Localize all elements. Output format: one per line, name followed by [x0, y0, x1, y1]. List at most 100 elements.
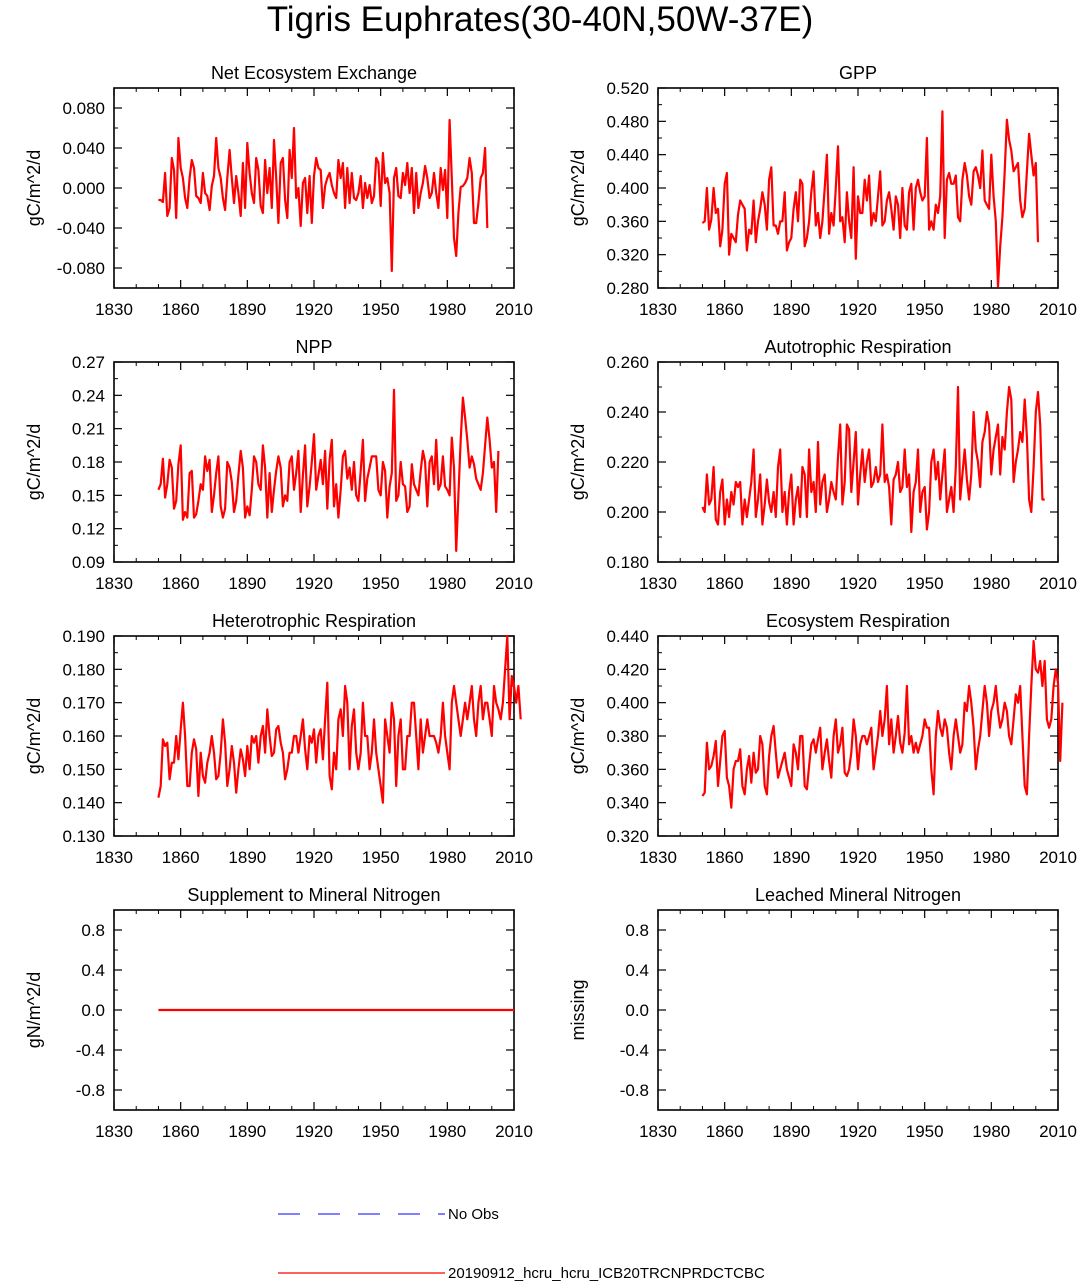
x-tick-label: 1920	[839, 848, 877, 867]
panel-8: Leached Mineral Nitrogenmissing1830 1860 1…	[568, 885, 1077, 1141]
y-tick-label: 0.440	[606, 627, 649, 646]
y-tick-label: 0.18	[72, 453, 105, 472]
y-tick-label: 0.0	[81, 1001, 105, 1020]
series-line-1	[702, 111, 1038, 286]
y-tick-label: 0.8	[625, 921, 649, 940]
y-tick-label: 0.4	[625, 961, 649, 980]
x-tick-label: 1920	[839, 574, 877, 593]
y-tick-label: 0.15	[72, 486, 105, 505]
x-tick-label: 1890	[228, 574, 266, 593]
x-tick-label: 1860	[706, 1122, 744, 1141]
y-tick-label: -0.8	[620, 1081, 649, 1100]
x-tick-label: 2010	[1039, 848, 1077, 867]
y-tick-label: 0.340	[606, 794, 649, 813]
y-tick-label: -0.080	[57, 259, 105, 278]
y-tick-label: 0.0	[625, 1001, 649, 1020]
x-tick-label: 1980	[972, 848, 1010, 867]
y-tick-label: 0.24	[72, 386, 105, 405]
x-tick-label: 1950	[362, 300, 400, 319]
x-tick-label: 1890	[228, 848, 266, 867]
x-tick-label: 1920	[839, 1122, 877, 1141]
y-axis-label: gC/m^2/d	[568, 150, 588, 226]
x-tick-label: 1860	[162, 574, 200, 593]
y-tick-label: 0.130	[62, 827, 105, 846]
y-tick-label: 0.440	[606, 146, 649, 165]
x-tick-label: 1890	[228, 1122, 266, 1141]
y-tick-label: 0.150	[62, 760, 105, 779]
x-tick-label: 2010	[1039, 574, 1077, 593]
y-tick-label: 0.180	[606, 553, 649, 572]
x-tick-label: 1860	[162, 848, 200, 867]
x-tick-label: 1860	[706, 300, 744, 319]
x-tick-label: 1890	[228, 300, 266, 319]
y-axis-label: gC/m^2/d	[24, 150, 44, 226]
y-tick-label: 0.140	[62, 794, 105, 813]
y-tick-label: 0.380	[606, 727, 649, 746]
y-tick-label: 0.09	[72, 553, 105, 572]
x-tick-label: 1950	[906, 1122, 944, 1141]
panel-title: Leached Mineral Nitrogen	[755, 885, 961, 905]
y-tick-label: 0.400	[606, 179, 649, 198]
y-tick-label: 0.420	[606, 660, 649, 679]
x-tick-label: 1890	[772, 848, 810, 867]
x-tick-label: 1950	[906, 574, 944, 593]
panel-title: Supplement to Mineral Nitrogen	[187, 885, 440, 905]
x-tick-label: 2010	[495, 848, 533, 867]
x-tick-label: 1950	[906, 848, 944, 867]
x-tick-label: 1920	[295, 300, 333, 319]
panel-title: Heterotrophic Respiration	[212, 611, 416, 631]
x-tick-label: 1890	[772, 300, 810, 319]
figure-canvas: Net Ecosystem ExchangegC/m^2/d1830 1860 18…	[0, 0, 1080, 1282]
panel-4: Autotrophic Respiration gC/m^2/d 1830 1860 1…	[568, 337, 1077, 593]
y-tick-label: -0.4	[76, 1041, 105, 1060]
x-tick-label: 1920	[295, 848, 333, 867]
x-tick-label: 1830	[639, 574, 677, 593]
x-tick-label: 1830	[95, 1122, 133, 1141]
y-tick-label: 0.040	[62, 139, 105, 158]
y-tick-label: 0.180	[62, 660, 105, 679]
x-tick-label: 1830	[95, 574, 133, 593]
panel-1: Net Ecosystem ExchangegC/m^2/d1830 1860 18…	[24, 63, 533, 319]
x-tick-label: 1830	[95, 300, 133, 319]
y-axis-label: gC/m^2/d	[24, 698, 44, 774]
x-tick-label: 2010	[1039, 300, 1077, 319]
y-tick-label: 0.8	[81, 921, 105, 940]
plot-frame	[658, 362, 1058, 562]
x-tick-label: 1860	[162, 300, 200, 319]
y-tick-label: 0.480	[606, 112, 649, 131]
x-tick-label: 2010	[495, 1122, 533, 1141]
x-tick-label: 1980	[972, 574, 1010, 593]
x-tick-label: 1890	[772, 574, 810, 593]
x-tick-label: 1920	[839, 300, 877, 319]
y-tick-label: 0.320	[606, 246, 649, 265]
x-tick-label: 1920	[295, 1122, 333, 1141]
x-tick-label: 1830	[639, 1122, 677, 1141]
y-tick-label: 0.240	[606, 403, 649, 422]
y-tick-label: 0.360	[606, 760, 649, 779]
panel-title: Autotrophic Respiration	[764, 337, 951, 357]
series-line-1	[158, 120, 487, 271]
y-axis-label: gC/m^2/d	[24, 424, 44, 500]
panel-7: Supplement to Mineral Nitrogen gN/m^2/d 18…	[24, 885, 533, 1141]
y-tick-label: -0.040	[57, 219, 105, 238]
x-tick-label: 1830	[639, 300, 677, 319]
x-tick-label: 1860	[706, 848, 744, 867]
y-tick-label: 0.280	[606, 279, 649, 298]
x-tick-label: 1950	[362, 848, 400, 867]
x-tick-label: 1830	[639, 848, 677, 867]
panel-6: Ecosystem Respiration gC/m^2/d 1830 1860 189…	[568, 611, 1077, 867]
y-tick-label: 0.220	[606, 453, 649, 472]
y-tick-label: 0.200	[606, 503, 649, 522]
y-tick-label: 0.400	[606, 694, 649, 713]
y-tick-label: 0.360	[606, 212, 649, 231]
series-line-1	[702, 387, 1044, 532]
panel-2: GPPgC/m^2/d1830 1860 1890 1920 1950 1980 20100…	[568, 63, 1077, 319]
plot-frame	[658, 636, 1058, 836]
y-tick-label: -0.8	[76, 1081, 105, 1100]
x-tick-label: 1860	[162, 1122, 200, 1141]
series-line-1	[158, 636, 520, 803]
x-tick-label: 1890	[772, 1122, 810, 1141]
y-tick-label: 0.27	[72, 353, 105, 372]
y-axis-label: gC/m^2/d	[568, 698, 588, 774]
y-axis-label: gC/m^2/d	[568, 424, 588, 500]
